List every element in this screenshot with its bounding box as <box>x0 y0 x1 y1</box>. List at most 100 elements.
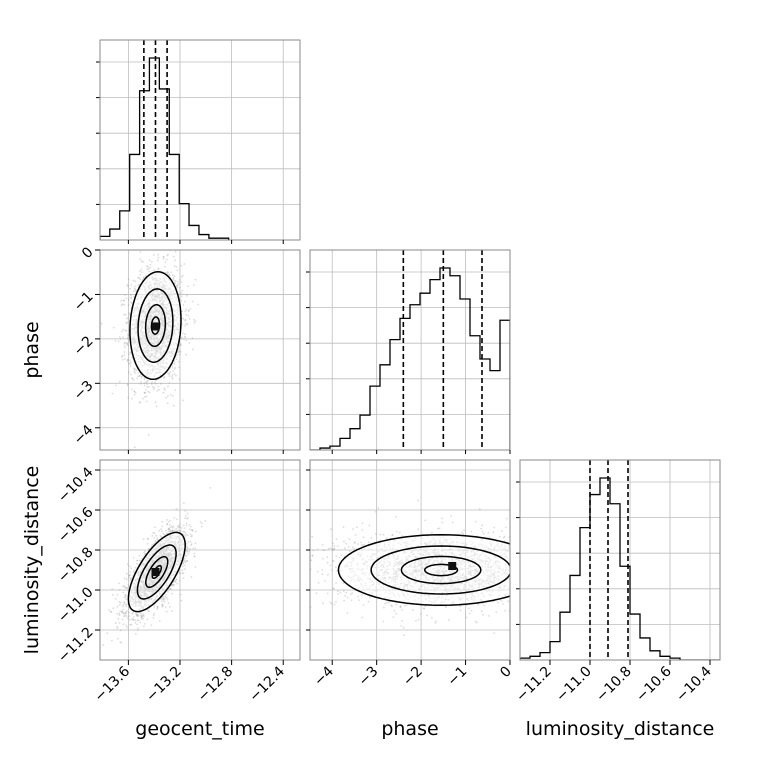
scatter-point <box>148 270 150 272</box>
scatter-point <box>151 261 153 263</box>
scatter-point <box>123 604 125 606</box>
scatter-point <box>181 300 183 302</box>
scatter-point <box>174 368 176 370</box>
scatter-point <box>180 594 182 596</box>
scatter-point <box>540 571 542 573</box>
scatter-point <box>127 564 129 566</box>
scatter-point <box>185 319 187 321</box>
scatter-point <box>539 580 541 582</box>
scatter-point <box>528 574 530 576</box>
scatter-point <box>153 613 155 615</box>
scatter-point <box>169 373 171 375</box>
scatter-point <box>177 354 179 356</box>
scatter-point <box>537 561 539 563</box>
scatter-point <box>133 379 135 381</box>
scatter-point <box>137 560 139 562</box>
scatter-point <box>151 624 153 626</box>
scatter-point <box>123 623 125 625</box>
density-geocent-time-vs-phase <box>100 224 300 450</box>
scatter-point <box>357 543 359 545</box>
scatter-point <box>157 606 159 608</box>
scatter-point <box>127 285 129 287</box>
scatter-point <box>144 623 146 625</box>
scatter-point <box>116 613 118 615</box>
scatter-point <box>167 591 169 593</box>
scatter-point <box>526 594 528 596</box>
scatter-point <box>165 530 167 532</box>
scatter-point <box>358 599 360 601</box>
scatter-point <box>142 261 144 263</box>
scatter-point <box>172 584 174 586</box>
scatter-point <box>174 265 176 267</box>
scatter-point <box>513 576 515 578</box>
scatter-point <box>169 382 171 384</box>
scatter-point <box>306 532 308 534</box>
scatter-point <box>153 269 155 271</box>
scatter-point <box>179 523 181 525</box>
scatter-point <box>192 548 194 550</box>
scatter-point <box>158 389 160 391</box>
scatter-point <box>137 372 139 374</box>
scatter-point <box>119 381 121 383</box>
scatter-point <box>204 520 206 522</box>
scatter-point <box>481 524 483 526</box>
scatter-point <box>184 568 186 570</box>
scatter-point <box>200 521 202 523</box>
scatter-point <box>335 566 337 568</box>
scatter-point <box>130 297 132 299</box>
scatter-point <box>554 558 556 560</box>
histogram-step <box>310 268 510 450</box>
scatter-point <box>186 314 188 316</box>
scatter-point <box>139 555 141 557</box>
scatter-point <box>169 606 171 608</box>
scatter-point <box>156 608 158 610</box>
scatter-point <box>169 274 171 276</box>
scatter-point <box>146 265 148 267</box>
scatter-point <box>133 367 135 369</box>
scatter-point <box>184 565 186 567</box>
scatter-point <box>193 319 195 321</box>
scatter-point <box>167 529 169 531</box>
scatter-point <box>186 525 188 527</box>
scatter-point <box>167 599 169 601</box>
scatter-point <box>493 527 495 529</box>
scatter-point <box>147 391 149 393</box>
scatter-point <box>111 640 113 642</box>
scatter-point <box>554 582 556 584</box>
scatter-point <box>172 527 174 529</box>
scatter-point <box>192 530 194 532</box>
scatter-point <box>175 578 177 580</box>
scatter-point <box>339 557 341 559</box>
scatter-point <box>187 534 189 536</box>
scatter-point <box>169 371 171 373</box>
scatter-point <box>547 619 549 621</box>
scatter-point <box>112 607 114 609</box>
scatter-point <box>137 277 139 279</box>
scatter-point <box>401 609 403 611</box>
scatter-point <box>512 518 514 520</box>
scatter-point <box>194 556 196 558</box>
scatter-point <box>184 310 186 312</box>
scatter-point <box>172 366 174 368</box>
scatter-point <box>172 278 174 280</box>
scatter-point <box>169 524 171 526</box>
scatter-point <box>129 580 131 582</box>
scatter-point <box>181 527 183 529</box>
scatter-point <box>159 620 161 622</box>
scatter-point <box>161 601 163 603</box>
scatter-point <box>184 557 186 559</box>
scatter-point <box>143 626 145 628</box>
scatter-point <box>134 446 136 448</box>
scatter-point <box>129 288 131 290</box>
scatter-point <box>177 269 179 271</box>
scatter-point <box>193 284 195 286</box>
scatter-point <box>192 301 194 303</box>
scatter-point <box>125 322 127 324</box>
scatter-point <box>176 519 178 521</box>
scatter-point <box>160 383 162 385</box>
scatter-point <box>552 580 554 582</box>
scatter-point <box>168 602 170 604</box>
scatter-point <box>123 613 125 615</box>
scatter-point <box>184 301 186 303</box>
